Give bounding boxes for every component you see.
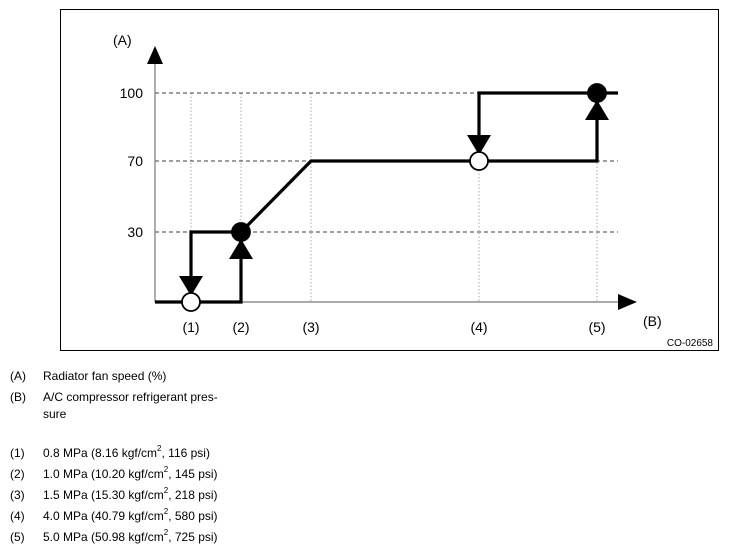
filled-point-marker bbox=[587, 83, 607, 103]
legend-key: (5) bbox=[10, 530, 25, 544]
x-tick-label: (2) bbox=[232, 319, 249, 335]
legend-key: (1) bbox=[10, 446, 25, 460]
y-axis-arrow bbox=[147, 46, 163, 64]
legend-key: (2) bbox=[10, 467, 25, 481]
filled-point-marker bbox=[231, 222, 251, 242]
legend: (A) Radiator fan speed (%) (B) A/C compr… bbox=[10, 366, 310, 546]
y-tick-label: 70 bbox=[127, 153, 143, 169]
markers bbox=[179, 83, 609, 312]
x-axis-label: (B) bbox=[643, 313, 662, 329]
arrow-down-marker bbox=[179, 276, 203, 296]
x-axis-arrow bbox=[618, 294, 637, 310]
legend-text: 1.0 MPa (10.20 kgf/cm2, 145 psi) bbox=[43, 465, 218, 482]
open-point-marker bbox=[469, 151, 489, 171]
legend-key: (3) bbox=[10, 488, 25, 502]
labels: 100 70 30 (1) (2) (3) (4) (5) (A) (B) CO-02658 bbox=[113, 32, 713, 349]
series-segment bbox=[189, 230, 241, 302]
legend-text: 5.0 MPa (50.98 kgf/cm2, 725 psi) bbox=[43, 528, 218, 545]
series-segment bbox=[155, 91, 618, 304]
gridlines bbox=[155, 92, 618, 302]
open-point-marker bbox=[181, 292, 201, 312]
figure-id: CO-02658 bbox=[667, 338, 714, 349]
figure-frame bbox=[60, 9, 719, 351]
arrow-up-marker bbox=[229, 239, 253, 259]
series-segment bbox=[477, 91, 597, 161]
x-tick-label: (3) bbox=[302, 319, 319, 335]
legend-text: sure bbox=[43, 407, 67, 421]
legend-text: 4.0 MPa (40.79 kgf/cm2, 580 psi) bbox=[43, 507, 218, 524]
arrow-down-marker bbox=[467, 135, 491, 155]
legend-text: A/C compressor refrigerant pres- bbox=[43, 390, 218, 404]
legend-key: (4) bbox=[10, 509, 25, 523]
x-tick-label: (4) bbox=[470, 319, 487, 335]
series-line bbox=[155, 91, 618, 304]
arrow-up-marker bbox=[585, 100, 609, 120]
legend-key: (B) bbox=[10, 390, 26, 404]
x-tick-label: (5) bbox=[588, 319, 605, 335]
fan-speed-chart: 100 70 30 (1) (2) (3) (4) (5) (A) (B) CO-02658 bbox=[113, 32, 713, 349]
y-tick-label: 30 bbox=[127, 224, 143, 240]
legend-key: (A) bbox=[10, 369, 26, 383]
y-axis-label: (A) bbox=[113, 32, 132, 48]
x-tick-label: (1) bbox=[182, 319, 199, 335]
legend-text: Radiator fan speed (%) bbox=[43, 369, 167, 383]
legend-text: 0.8 MPa (8.16 kgf/cm2, 116 psi) bbox=[43, 444, 210, 461]
axes bbox=[147, 46, 637, 310]
legend-text: 1.5 MPa (15.30 kgf/cm2, 218 psi) bbox=[43, 486, 218, 503]
y-tick-label: 100 bbox=[120, 85, 144, 101]
